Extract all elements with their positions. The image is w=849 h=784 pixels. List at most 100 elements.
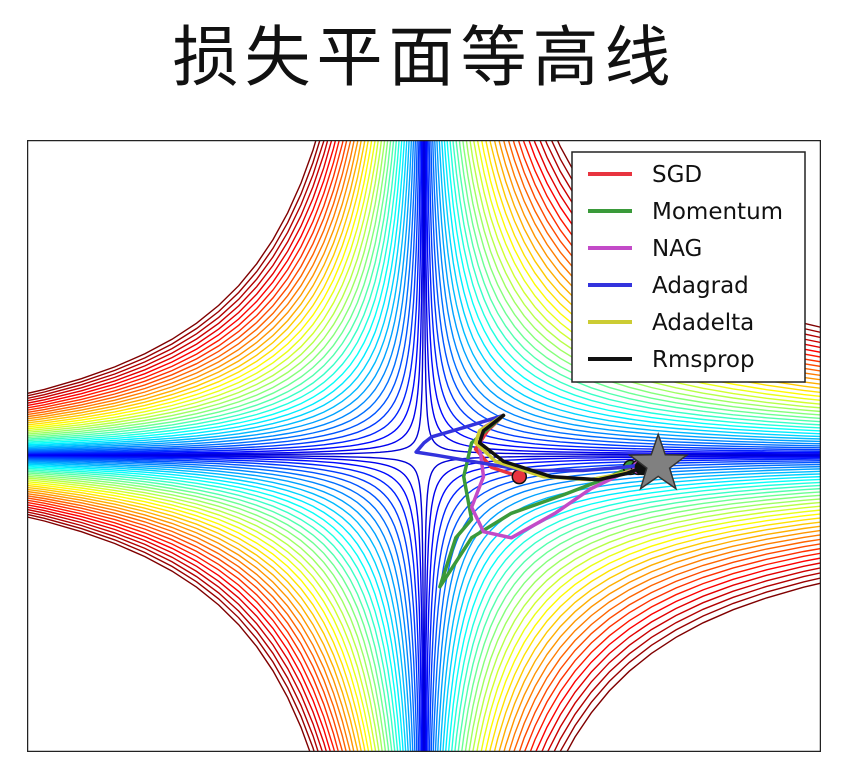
contour-line — [518, 543, 821, 752]
contour-line — [27, 473, 387, 752]
contour-line — [425, 140, 821, 454]
contour-line — [27, 140, 392, 439]
contour-line — [27, 140, 363, 422]
contour-line — [460, 491, 821, 752]
contour-line — [27, 140, 355, 418]
legend-label-adadelta: Adadelta — [652, 310, 754, 336]
contour-line — [432, 463, 821, 752]
series-line-rmsprop — [477, 413, 645, 482]
contour-line — [457, 487, 821, 752]
contour-line — [27, 454, 425, 752]
contour-line — [27, 140, 400, 443]
contour-line — [464, 494, 821, 752]
contour-line — [27, 495, 347, 752]
contour-line — [434, 140, 821, 445]
contour-line — [493, 521, 821, 752]
contour-line — [468, 498, 821, 752]
contour-line — [27, 506, 328, 752]
contour-line — [508, 534, 821, 752]
chart-title: 损失平面等高线 — [172, 19, 677, 96]
contour-line — [27, 488, 359, 752]
contour-line — [447, 478, 821, 752]
contour-line — [27, 475, 383, 752]
contour-line — [27, 140, 406, 446]
contour-line — [27, 467, 399, 752]
contour-line — [484, 513, 821, 752]
contour-line — [27, 466, 402, 752]
contour-line — [27, 499, 340, 752]
contour-line — [27, 140, 344, 411]
contour-line — [441, 140, 821, 438]
contour-line — [27, 470, 393, 752]
contour-line — [27, 140, 376, 430]
contour-line — [27, 140, 417, 452]
contour-line — [513, 538, 821, 752]
contour-line — [27, 460, 414, 752]
contour-line — [27, 140, 325, 400]
contour-line — [27, 140, 408, 447]
contour-line — [427, 458, 821, 752]
contour-line — [27, 140, 383, 434]
legend: SGD Momentum NAG Adagrad Adadelta Rmsprop — [571, 151, 806, 383]
contour-line — [472, 501, 821, 752]
plot-frame — [27, 140, 821, 752]
contour-line — [27, 140, 317, 395]
contour-line — [430, 140, 821, 449]
legend-label-rmsprop: Rmsprop — [652, 347, 755, 373]
contour-line — [27, 140, 352, 416]
contour-line — [565, 582, 821, 752]
contour-line — [27, 140, 333, 404]
contour-line — [27, 490, 355, 752]
contour-line — [27, 511, 319, 752]
contour-line — [27, 484, 366, 752]
contour-line — [426, 140, 821, 452]
contour-line — [424, 140, 821, 455]
contour-line — [27, 140, 420, 454]
contour-line — [529, 552, 821, 752]
legend-label-momentum: Momentum — [652, 199, 783, 225]
contour-line — [452, 140, 821, 426]
contour-line — [476, 505, 821, 752]
contour-line — [27, 140, 422, 455]
contour-line — [523, 547, 821, 752]
contour-line — [27, 140, 418, 453]
contour-line — [27, 462, 409, 752]
contour-line — [27, 469, 396, 752]
contour-line — [27, 501, 336, 752]
contour-line — [27, 482, 370, 752]
optimizer-paths — [414, 413, 689, 589]
contour-line — [27, 513, 315, 752]
contour-line — [27, 516, 311, 752]
contour-line — [480, 509, 821, 752]
minimum-star-icon — [627, 432, 689, 491]
contour-line — [27, 504, 332, 752]
contour-line — [27, 140, 370, 426]
contour-line — [438, 140, 821, 440]
contour-line — [27, 140, 386, 435]
contour-line — [27, 140, 423, 455]
contour-line — [446, 140, 821, 432]
contour-line — [27, 140, 366, 424]
contour-line — [540, 562, 821, 752]
contour-line — [27, 140, 379, 432]
contour-line — [423, 140, 821, 456]
contour-line — [27, 455, 423, 752]
contour-line — [27, 463, 407, 752]
series-line-adagrad — [414, 413, 649, 473]
contour-line — [27, 457, 420, 752]
contour-line — [27, 140, 329, 402]
contour-line — [553, 572, 821, 752]
contour-line — [27, 140, 373, 428]
contour-line — [444, 475, 821, 752]
contour-line — [27, 457, 418, 752]
contour-line — [534, 557, 821, 752]
contour-line — [443, 140, 821, 435]
contour-line — [428, 140, 821, 451]
contour-line — [423, 454, 821, 752]
contour-line — [27, 140, 341, 409]
contour-line — [27, 140, 410, 449]
contour-line — [559, 577, 821, 752]
contour-line — [27, 497, 344, 752]
contour-line — [27, 140, 398, 442]
contour-line — [27, 140, 403, 445]
